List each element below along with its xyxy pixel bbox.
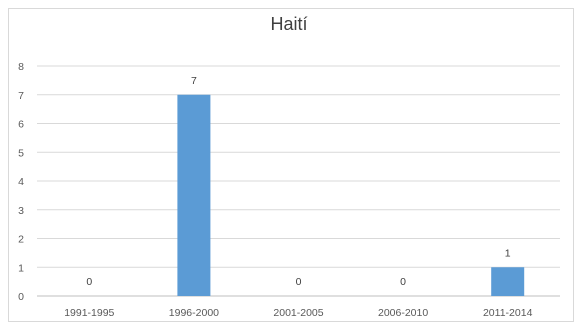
x-tick-label-1991-1995: 1991-1995 (64, 307, 114, 319)
y-tick-label-1: 1 (18, 262, 24, 274)
y-tick-label-7: 7 (18, 90, 24, 102)
y-tick-label-3: 3 (18, 205, 24, 217)
x-tick-label-2011-2014: 2011-2014 (483, 307, 533, 319)
data-label-2011-2014: 1 (505, 247, 511, 259)
y-tick-label-5: 5 (18, 147, 24, 159)
x-tick-label-2001-2005: 2001-2005 (273, 307, 323, 319)
y-tick-label-0: 0 (18, 291, 24, 303)
chart-frame (8, 8, 574, 322)
x-tick-label-1996-2000: 1996-2000 (169, 307, 219, 319)
data-label-2006-2010: 0 (400, 276, 406, 288)
y-tick-label-6: 6 (18, 119, 24, 131)
x-tick-label-2006-2010: 2006-2010 (378, 307, 428, 319)
y-tick-label-8: 8 (18, 61, 24, 73)
data-label-1991-1995: 0 (86, 276, 92, 288)
data-label-2001-2005: 0 (296, 276, 302, 288)
y-tick-label-2: 2 (18, 234, 24, 246)
bar-1996-2000 (177, 94, 211, 296)
chart-title: Haití (270, 14, 308, 34)
bar-2011-2014 (491, 267, 525, 296)
y-tick-label-4: 4 (18, 176, 24, 188)
data-label-1996-2000: 7 (191, 75, 197, 87)
